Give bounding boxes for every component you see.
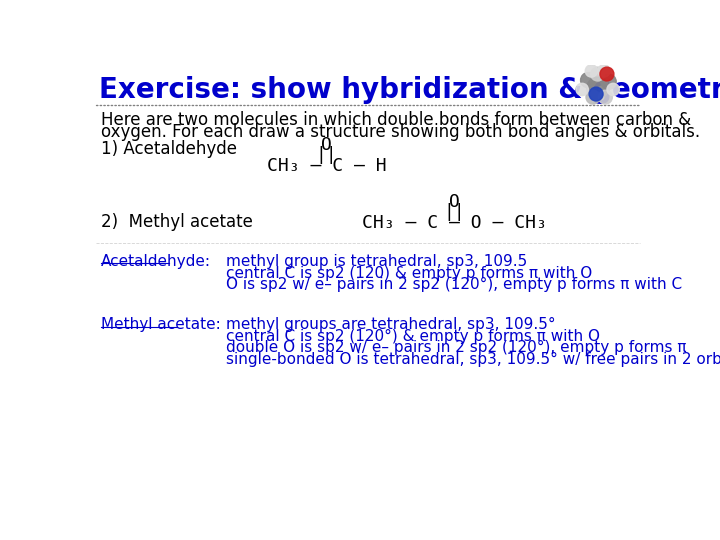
Circle shape [589,87,603,101]
Text: 1) Acetaldehyde: 1) Acetaldehyde [101,140,237,158]
Text: Acetaldehyde:: Acetaldehyde: [101,254,211,269]
Circle shape [586,90,600,104]
Text: 2)  Methyl acetate: 2) Methyl acetate [101,213,253,231]
Text: methyl groups are tetrahedral, sp3, 109.5°: methyl groups are tetrahedral, sp3, 109.… [225,318,555,333]
Circle shape [600,74,616,90]
Circle shape [590,67,605,81]
Text: O: O [449,193,459,211]
Text: oxygen. For each draw a structure showing both bond angles & orbitals.: oxygen. For each draw a structure showin… [101,123,700,141]
Text: double O is sp2 w/ e– pairs in 2 sp2 (120°), empty p forms π: double O is sp2 w/ e– pairs in 2 sp2 (12… [225,340,686,355]
Circle shape [598,90,612,104]
Text: Exercise: show hybridization & geometry: Exercise: show hybridization & geometry [99,76,720,104]
Text: CH₃ – C – O – CH₃: CH₃ – C – O – CH₃ [362,214,546,232]
Text: ||: || [315,146,337,164]
Text: ||: || [444,204,465,221]
Text: single-bonded O is tetrahedral, sp3, 109.5° w/ free pairs in 2 orb.: single-bonded O is tetrahedral, sp3, 109… [225,352,720,367]
Circle shape [598,65,610,77]
Text: central C is sp2 (120°) & empty p forms π with O: central C is sp2 (120°) & empty p forms … [225,329,600,344]
Text: central C is sp2 (120) & empty p forms π with O: central C is sp2 (120) & empty p forms π… [225,266,592,281]
Circle shape [587,77,608,99]
Circle shape [600,67,614,81]
Circle shape [580,72,596,88]
Circle shape [585,65,598,77]
Text: O is sp2 w/ e– pairs in 2 sp2 (120°), empty p forms π with C: O is sp2 w/ e– pairs in 2 sp2 (120°), em… [225,278,682,292]
Circle shape [576,83,588,96]
Circle shape [607,83,619,96]
Text: CH₃ – C – H: CH₃ – C – H [266,157,386,175]
Text: Here are two molecules in which double bonds form between carbon &: Here are two molecules in which double b… [101,111,691,129]
Text: methyl group is tetrahedral, sp3, 109.5: methyl group is tetrahedral, sp3, 109.5 [225,254,527,269]
Text: O: O [321,136,332,154]
Text: Methyl acetate:: Methyl acetate: [101,318,220,332]
